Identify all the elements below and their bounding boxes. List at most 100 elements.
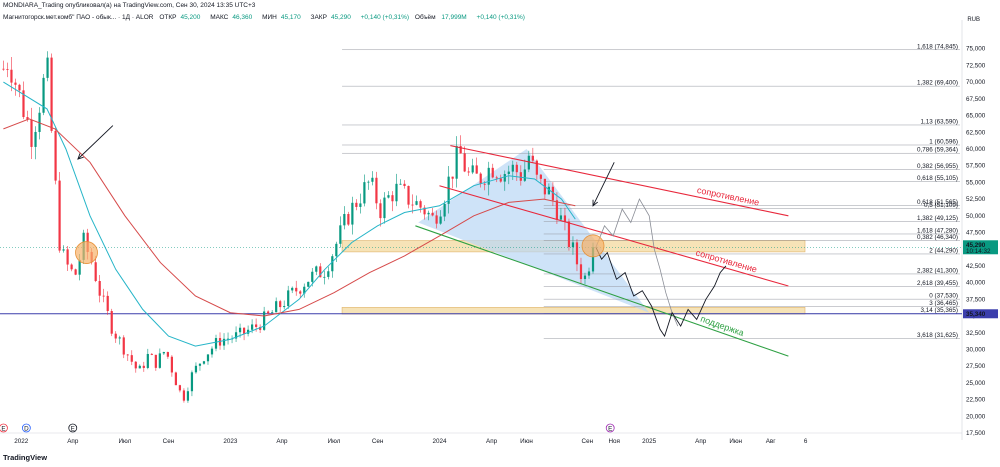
candle-body bbox=[190, 372, 194, 392]
y-tick-18: 30,000 bbox=[966, 346, 986, 353]
ohlc-high: МАКС 46,360 bbox=[210, 14, 253, 21]
fib-label-8: 0,5 (51,109) bbox=[924, 202, 958, 209]
candle-body bbox=[567, 221, 571, 248]
candle-body bbox=[138, 365, 141, 369]
volume-change: +0,140 (+0,31%) bbox=[476, 14, 525, 21]
resistance-line-0 bbox=[450, 145, 789, 217]
candle-body bbox=[271, 312, 274, 314]
candle-body bbox=[62, 249, 65, 251]
candle-body bbox=[559, 215, 563, 220]
candle-body bbox=[399, 183, 402, 185]
y-tick-15: 37,500 bbox=[966, 296, 986, 303]
candle-body bbox=[575, 242, 579, 265]
candle-body bbox=[499, 178, 502, 182]
x-tick-16: Авг bbox=[766, 438, 777, 445]
y-tick-21: 22,500 bbox=[966, 397, 986, 404]
resistance-label-0: сопротивление bbox=[696, 185, 760, 208]
publisher-line: MONDIARA_Trading опубликовал(а) на Tradi… bbox=[3, 2, 256, 9]
candle-body bbox=[146, 353, 149, 368]
x-tick-2: Июл bbox=[119, 438, 132, 445]
y-tick-13: 42,500 bbox=[966, 263, 986, 270]
candle-body bbox=[479, 173, 482, 184]
tradingview-logo[interactable]: TradingView bbox=[3, 453, 48, 462]
candle-body bbox=[387, 195, 390, 198]
symbol-info: Магнитогорск.мет.комб" ПАО - обык... · 1… bbox=[3, 14, 529, 21]
candle-body bbox=[118, 337, 121, 339]
candle-body bbox=[571, 242, 575, 248]
candle-body bbox=[355, 202, 358, 207]
x-tick-1: Апр bbox=[67, 438, 79, 445]
support-label-2: поддержка bbox=[699, 314, 745, 338]
y-tick-3: 67,500 bbox=[966, 96, 986, 103]
candle-body bbox=[98, 281, 101, 296]
candle-body bbox=[18, 84, 21, 91]
candle-body bbox=[455, 146, 458, 179]
x-tick-12: Ноя bbox=[608, 438, 619, 445]
symbol-name[interactable]: Магнитогорск.мет.комб" ПАО - обык... · 1… bbox=[3, 14, 154, 21]
candle-body bbox=[38, 112, 41, 132]
candle-body bbox=[563, 215, 567, 222]
candle-body bbox=[287, 290, 290, 307]
candle-body bbox=[431, 212, 434, 216]
candle-body bbox=[142, 365, 145, 368]
current-price-value: 45,290 bbox=[966, 242, 986, 249]
candle-body bbox=[527, 155, 530, 170]
candle-body bbox=[291, 287, 294, 291]
candle-body bbox=[6, 69, 9, 70]
candle-body bbox=[471, 165, 474, 173]
candle-body bbox=[10, 69, 13, 83]
candle-body bbox=[407, 185, 410, 205]
candle-body bbox=[415, 201, 418, 205]
candle-body bbox=[194, 365, 198, 373]
x-tick-4: 2023 bbox=[223, 438, 238, 445]
candle-body bbox=[238, 327, 242, 333]
arrow-head-1 bbox=[592, 199, 599, 207]
candle-body bbox=[186, 391, 190, 401]
fib-label-16: 3 (36,465) bbox=[929, 300, 958, 307]
candle-body bbox=[419, 201, 422, 208]
moving-average-fast bbox=[3, 81, 576, 347]
candle-body bbox=[395, 183, 398, 202]
event-marker-label-1: D bbox=[24, 426, 29, 433]
candle-body bbox=[491, 167, 494, 178]
candle-body bbox=[303, 286, 306, 294]
price-change: +0,140 (+0,31%) bbox=[360, 14, 410, 21]
event-marker-1 bbox=[21, 423, 31, 433]
y-tick-7: 57,500 bbox=[966, 163, 986, 170]
pattern-triangle bbox=[418, 148, 650, 313]
fib-label-15: 0 (37,530) bbox=[929, 293, 958, 300]
candle-body bbox=[579, 264, 583, 280]
candle-body bbox=[331, 256, 334, 272]
candle-body bbox=[511, 164, 514, 172]
candle-body bbox=[70, 264, 73, 270]
candle-body bbox=[126, 354, 129, 356]
candle-body bbox=[30, 119, 33, 147]
candle-body bbox=[46, 57, 49, 78]
candle-body bbox=[587, 271, 591, 276]
candle-body bbox=[206, 354, 210, 362]
x-tick-6: Июл bbox=[328, 438, 341, 445]
candle-body bbox=[295, 287, 298, 292]
current-price-time: 10:14:32 bbox=[966, 248, 991, 255]
y-tick-9: 52,500 bbox=[966, 196, 986, 203]
arrow-line-1 bbox=[592, 162, 615, 206]
fib-label-6: 0,618 (55,105) bbox=[917, 175, 958, 182]
candle-body bbox=[78, 259, 81, 275]
fib-label-17: 3,14 (35,365) bbox=[921, 307, 958, 314]
candle-body bbox=[214, 338, 218, 349]
y-tick-19: 27,500 bbox=[966, 363, 986, 370]
x-tick-13: 2025 bbox=[642, 438, 657, 445]
candle-body bbox=[367, 181, 370, 183]
candle-body bbox=[591, 247, 595, 272]
candle-body bbox=[26, 117, 29, 120]
candle-body bbox=[391, 195, 394, 202]
candle-body bbox=[359, 203, 362, 207]
support-line-2 bbox=[415, 225, 789, 357]
candle-body bbox=[547, 186, 550, 195]
y-tick-23: 17,500 bbox=[966, 430, 986, 437]
candle-body bbox=[451, 176, 454, 179]
x-tick-7: Сен bbox=[372, 438, 384, 445]
candle-body bbox=[539, 174, 542, 179]
candle-body bbox=[34, 131, 37, 147]
